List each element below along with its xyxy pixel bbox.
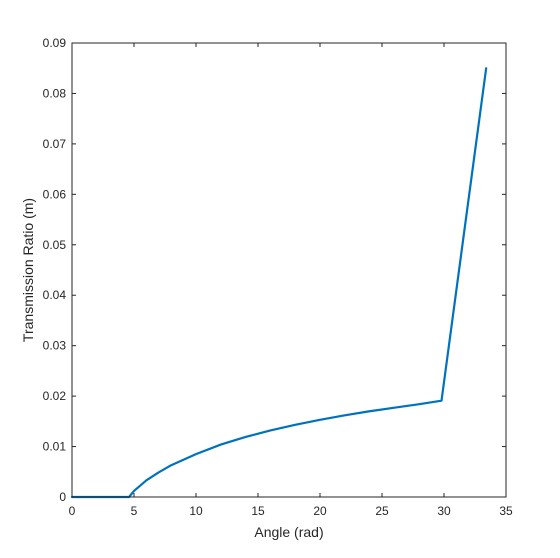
y-tick-label: 0.09 xyxy=(43,36,67,50)
x-tick-label: 25 xyxy=(375,504,389,518)
y-tick-label: 0.07 xyxy=(43,137,67,151)
x-tick-label: 0 xyxy=(69,504,76,518)
y-tick-label: 0.04 xyxy=(43,288,67,302)
y-tick-label: 0.08 xyxy=(43,86,67,100)
x-axis-ticks: 0 5 10 15 20 25 30 35 xyxy=(69,43,513,518)
y-tick-label: 0 xyxy=(59,490,66,504)
x-tick-label: 20 xyxy=(313,504,327,518)
y-tick-label: 0.03 xyxy=(43,339,67,353)
x-tick-label: 5 xyxy=(131,504,138,518)
plot-background xyxy=(72,43,506,497)
y-tick-label: 0.06 xyxy=(43,187,67,201)
x-tick-label: 10 xyxy=(189,504,203,518)
plot-frame xyxy=(71,42,507,498)
series-line xyxy=(70,67,488,499)
x-tick-label: 30 xyxy=(437,504,451,518)
y-tick-label: 0.02 xyxy=(43,389,67,403)
y-tick-label: 0.05 xyxy=(43,238,67,252)
y-axis-label: Transmission Ratio (m) xyxy=(20,198,36,342)
y-tick-label: 0.01 xyxy=(43,440,67,454)
x-tick-label: 15 xyxy=(251,504,265,518)
y-axis-ticks: 0 0.01 0.02 0.03 0.04 0.05 0.06 0.07 0.08 0.09 xyxy=(43,36,506,504)
x-tick-label: 35 xyxy=(499,504,513,518)
series-group xyxy=(70,67,488,499)
x-axis-label: Angle (rad) xyxy=(254,524,323,540)
